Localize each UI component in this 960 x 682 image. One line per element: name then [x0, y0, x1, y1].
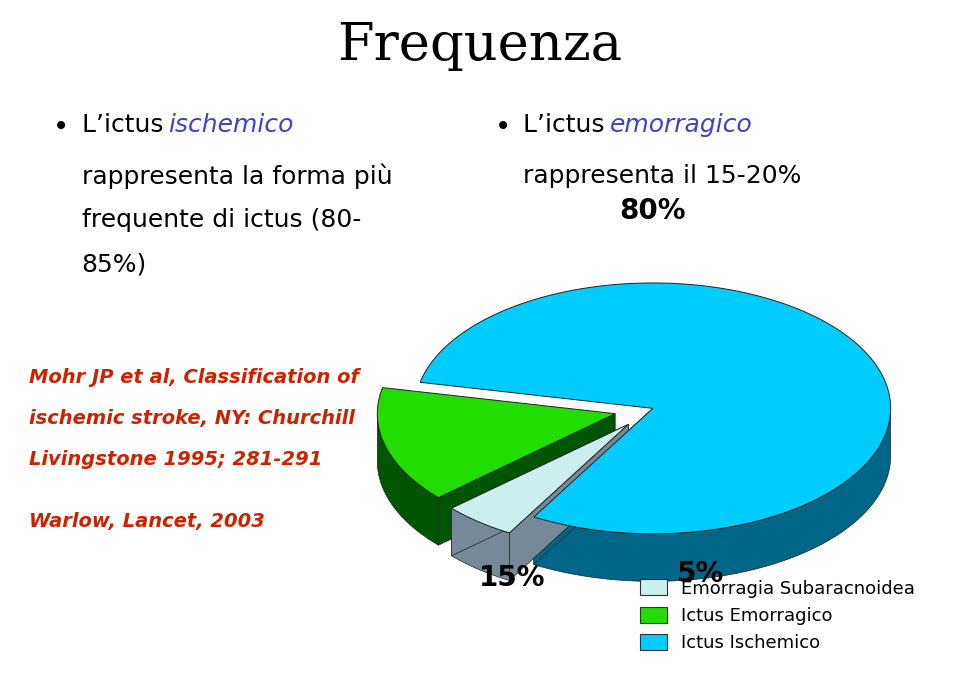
- Polygon shape: [451, 424, 628, 533]
- Text: 85%): 85%): [82, 252, 147, 276]
- Text: ischemic stroke, NY: Churchill: ischemic stroke, NY: Churchill: [29, 409, 354, 428]
- Polygon shape: [534, 411, 891, 581]
- Text: •: •: [53, 113, 69, 140]
- Polygon shape: [377, 387, 615, 498]
- Polygon shape: [510, 424, 628, 580]
- Polygon shape: [534, 409, 653, 565]
- Polygon shape: [439, 414, 615, 545]
- Text: L’ictus: L’ictus: [82, 113, 171, 136]
- Text: emorragico: emorragico: [610, 113, 753, 136]
- Polygon shape: [451, 424, 628, 556]
- Legend: Emorragia Subaracnoidea, Ictus Emorragico, Ictus Ischemico: Emorragia Subaracnoidea, Ictus Emorragic…: [633, 572, 923, 659]
- Text: Frequenza: Frequenza: [337, 20, 623, 72]
- Text: 15%: 15%: [479, 564, 545, 592]
- Polygon shape: [420, 283, 891, 534]
- Text: frequente di ictus (80-: frequente di ictus (80-: [82, 208, 361, 232]
- Text: L’ictus: L’ictus: [523, 113, 612, 136]
- Text: •: •: [494, 113, 511, 140]
- Polygon shape: [377, 414, 439, 545]
- Text: rappresenta la forma più: rappresenta la forma più: [82, 164, 393, 189]
- Text: 5%: 5%: [677, 560, 724, 588]
- Text: Warlow, Lancet, 2003: Warlow, Lancet, 2003: [29, 512, 265, 531]
- Text: 80%: 80%: [619, 196, 686, 224]
- Text: Livingstone 1995; 281-291: Livingstone 1995; 281-291: [29, 450, 323, 469]
- Text: Mohr JP et al, Classification of: Mohr JP et al, Classification of: [29, 368, 359, 387]
- Polygon shape: [451, 508, 510, 580]
- Text: ischemico: ischemico: [168, 113, 294, 136]
- Text: rappresenta il 15-20%: rappresenta il 15-20%: [523, 164, 802, 188]
